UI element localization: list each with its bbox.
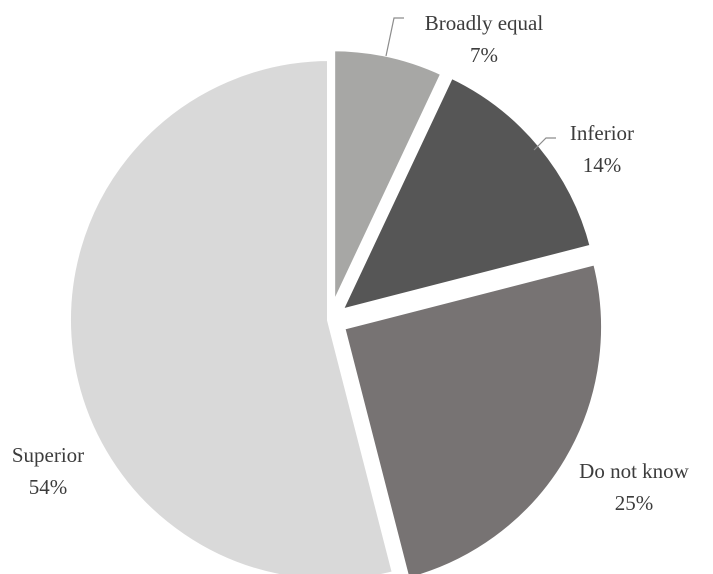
slice-value-do-not-know: 25% xyxy=(615,491,654,515)
slice-label-inferior: Inferior xyxy=(570,121,634,145)
slice-label-superior: Superior xyxy=(12,443,84,467)
pie-slice-broadly-equal xyxy=(329,45,448,312)
slice-value-broadly-equal: 7% xyxy=(470,43,498,67)
pie-slice-do-not-know xyxy=(338,258,608,574)
pie-slice-inferior xyxy=(333,71,597,317)
slice-labels: Broadly equal 7% Inferior 14% Do not know 25%… xyxy=(12,11,690,515)
leader-line-broadly-equal xyxy=(385,17,404,57)
pie-slice-superior xyxy=(65,54,399,574)
slice-label-broadly-equal: Broadly equal xyxy=(425,11,544,35)
slice-value-superior: 54% xyxy=(29,475,68,499)
leader-line-inferior xyxy=(533,137,556,151)
slice-label-do-not-know: Do not know xyxy=(579,459,690,483)
slice-value-inferior: 14% xyxy=(583,153,622,177)
label-leaders xyxy=(385,17,556,151)
pie-slices xyxy=(65,45,608,574)
